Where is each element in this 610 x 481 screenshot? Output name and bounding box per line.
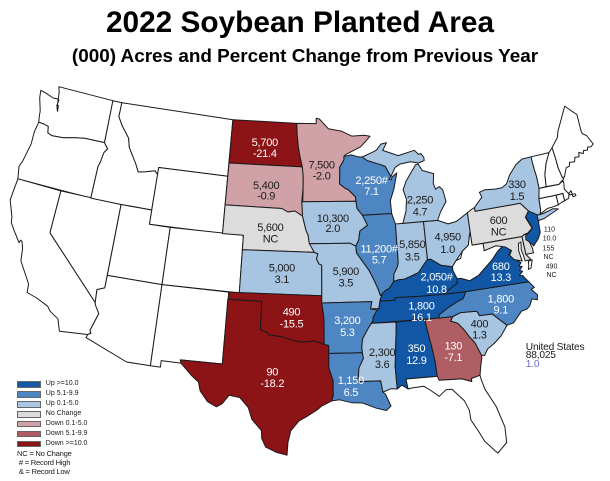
svg-text:-2.0: -2.0 — [313, 170, 331, 182]
svg-text:10.0: 10.0 — [543, 235, 557, 242]
svg-text:-18.2: -18.2 — [260, 378, 284, 390]
svg-text:10.8: 10.8 — [426, 284, 447, 296]
svg-text:490: 490 — [283, 307, 301, 319]
svg-text:2.0: 2.0 — [326, 223, 341, 235]
svg-text:5,900: 5,900 — [333, 266, 359, 278]
svg-text:1.0: 1.0 — [440, 244, 455, 256]
svg-text:110: 110 — [544, 226, 555, 233]
svg-text:5.3: 5.3 — [340, 327, 355, 339]
svg-text:NC: NC — [546, 272, 556, 279]
svg-text:3,200: 3,200 — [334, 315, 360, 327]
svg-text:-21.4: -21.4 — [253, 148, 277, 160]
svg-text:5,400: 5,400 — [253, 180, 279, 192]
svg-text:16.1: 16.1 — [411, 312, 432, 324]
svg-text:12.9: 12.9 — [406, 355, 427, 367]
svg-text:3.6: 3.6 — [375, 359, 390, 371]
svg-text:-7.1: -7.1 — [444, 352, 462, 364]
svg-text:13.3: 13.3 — [491, 272, 512, 284]
svg-text:1.5: 1.5 — [510, 191, 525, 203]
svg-text:4.7: 4.7 — [413, 207, 428, 219]
svg-text:3.1: 3.1 — [275, 274, 290, 286]
svg-text:-0.9: -0.9 — [257, 191, 275, 203]
svg-text:155: 155 — [543, 246, 555, 253]
svg-text:350: 350 — [408, 343, 426, 355]
svg-text:7.1: 7.1 — [364, 186, 379, 198]
svg-text:1.3: 1.3 — [472, 330, 487, 342]
svg-text:6.5: 6.5 — [344, 387, 359, 399]
svg-text:NC: NC — [491, 226, 507, 238]
svg-text:2,300: 2,300 — [369, 347, 395, 359]
svg-text:9.1: 9.1 — [494, 305, 509, 317]
svg-text:600: 600 — [490, 215, 508, 227]
svg-text:-15.5: -15.5 — [280, 318, 304, 330]
svg-text:2,250: 2,250 — [407, 195, 433, 207]
svg-text:7,500: 7,500 — [308, 159, 334, 171]
svg-text:5.7: 5.7 — [372, 255, 387, 267]
svg-text:5,850: 5,850 — [399, 239, 425, 251]
svg-text:10,300: 10,300 — [317, 213, 349, 225]
svg-text:1,800: 1,800 — [408, 301, 434, 313]
svg-text:330: 330 — [508, 179, 526, 191]
svg-text:680: 680 — [492, 261, 510, 273]
svg-text:90: 90 — [266, 367, 278, 379]
svg-text:5,700: 5,700 — [252, 137, 278, 149]
svg-text:NC: NC — [543, 254, 553, 261]
svg-text:1,800: 1,800 — [488, 294, 514, 306]
svg-text:5,600: 5,600 — [257, 222, 283, 234]
svg-text:11,200#: 11,200# — [360, 243, 398, 255]
svg-text:3.5: 3.5 — [405, 252, 420, 264]
svg-text:130: 130 — [444, 340, 462, 352]
svg-text:1,150: 1,150 — [338, 375, 364, 387]
svg-text:2,250#: 2,250# — [355, 175, 388, 187]
svg-text:490: 490 — [546, 264, 558, 271]
svg-text:3.5: 3.5 — [339, 277, 354, 289]
svg-text:4,950: 4,950 — [435, 232, 461, 244]
svg-text:NC: NC — [263, 234, 279, 246]
svg-text:400: 400 — [471, 319, 489, 331]
svg-text:5,000: 5,000 — [269, 263, 295, 275]
svg-text:2,050#: 2,050# — [421, 272, 454, 284]
